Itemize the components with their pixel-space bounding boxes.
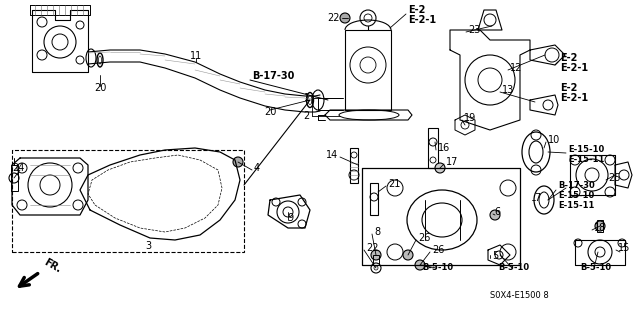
Text: E-15-10: E-15-10 (558, 191, 595, 201)
Bar (428, 128, 438, 168)
Text: 26: 26 (418, 233, 430, 243)
Text: 12: 12 (510, 63, 522, 73)
Text: B-5-10: B-5-10 (422, 263, 454, 273)
Text: 2: 2 (304, 111, 310, 121)
Text: 4: 4 (254, 163, 260, 173)
Text: 5: 5 (492, 251, 499, 261)
Text: 23: 23 (468, 25, 481, 35)
Circle shape (340, 13, 350, 23)
Text: 3: 3 (145, 241, 151, 251)
Bar (11, 165, 18, 191)
Text: E-2: E-2 (408, 5, 426, 15)
Text: E-2: E-2 (560, 83, 577, 93)
Text: 26: 26 (432, 245, 444, 255)
Text: 1: 1 (304, 93, 310, 103)
Text: 6: 6 (494, 207, 500, 217)
Bar (345, 30, 391, 110)
Circle shape (490, 210, 500, 220)
Text: S0X4-E1500 8: S0X4-E1500 8 (490, 292, 548, 300)
Text: 21: 21 (388, 179, 401, 189)
Text: 20: 20 (94, 83, 106, 93)
Text: 20: 20 (264, 107, 276, 117)
Text: E-15-11: E-15-11 (568, 156, 604, 164)
Text: 7: 7 (534, 193, 540, 203)
Text: 11: 11 (190, 51, 202, 61)
Text: E-15-10: E-15-10 (568, 146, 604, 155)
Bar (597, 220, 603, 232)
Text: E-15-11: E-15-11 (558, 202, 595, 211)
Circle shape (595, 221, 605, 231)
Circle shape (233, 157, 243, 167)
Text: E-2-1: E-2-1 (560, 93, 588, 103)
Text: 19: 19 (464, 113, 476, 123)
Text: 22: 22 (366, 243, 378, 253)
Text: FR.: FR. (42, 257, 63, 275)
Text: 24: 24 (12, 163, 24, 173)
Text: 14: 14 (326, 150, 338, 160)
Text: B-17-30: B-17-30 (252, 71, 294, 81)
Text: E-2-1: E-2-1 (560, 63, 588, 73)
Text: 10: 10 (548, 135, 560, 145)
Text: B-5-10: B-5-10 (499, 263, 529, 273)
Text: E-2-1: E-2-1 (408, 15, 436, 25)
Text: 17: 17 (446, 157, 458, 167)
Circle shape (371, 250, 381, 260)
Text: 22: 22 (328, 13, 340, 23)
Text: B-5-10: B-5-10 (580, 263, 612, 273)
Text: 13: 13 (502, 85, 515, 95)
Bar (373, 255, 379, 265)
Circle shape (415, 260, 425, 270)
Text: 18: 18 (594, 223, 606, 233)
Bar (370, 183, 378, 215)
Bar (350, 148, 358, 183)
Text: E-2: E-2 (560, 53, 577, 63)
Text: 15: 15 (618, 243, 630, 253)
Text: 25: 25 (608, 173, 621, 183)
Circle shape (403, 250, 413, 260)
Text: 16: 16 (438, 143, 451, 153)
Text: 9: 9 (287, 213, 293, 223)
Circle shape (435, 163, 445, 173)
Bar (12, 150, 244, 252)
Text: B-17-30: B-17-30 (558, 181, 595, 190)
Text: 8: 8 (374, 227, 380, 237)
